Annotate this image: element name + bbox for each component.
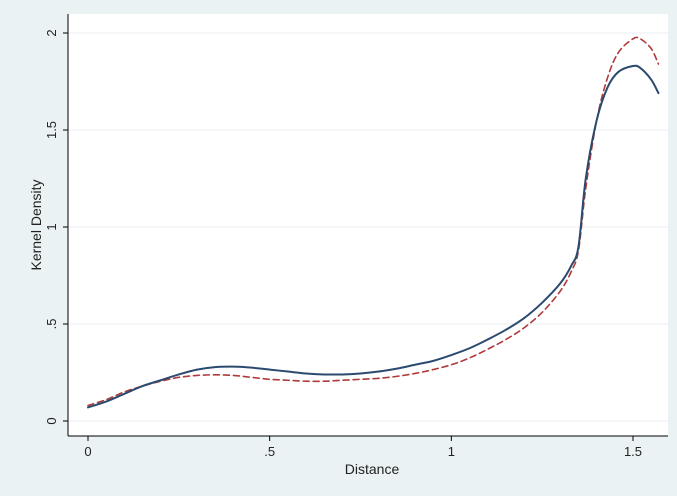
y-tick-label: 1 xyxy=(44,223,59,230)
y-tick-label: 0 xyxy=(44,417,59,424)
series-line-solid xyxy=(87,64,660,409)
series-lines xyxy=(87,36,660,409)
y-axis-title: Kernel Density xyxy=(28,179,44,270)
x-tick-label: 1 xyxy=(448,444,455,459)
x-tick-label: 1.5 xyxy=(624,444,642,459)
grid-lines xyxy=(69,32,668,422)
y-tick-label: 1.5 xyxy=(44,121,59,139)
x-tick-label: 0 xyxy=(84,444,91,459)
y-tick-label: .5 xyxy=(44,319,59,330)
x-axis-title: Distance xyxy=(345,461,400,477)
y-tick-label: 2 xyxy=(44,29,59,36)
y-axis: 0 .5 1 1.5 2 xyxy=(44,14,69,436)
plot-area xyxy=(68,14,668,436)
x-tick-label: .5 xyxy=(264,444,275,459)
x-axis: 0 .5 1 1.5 xyxy=(68,435,668,459)
